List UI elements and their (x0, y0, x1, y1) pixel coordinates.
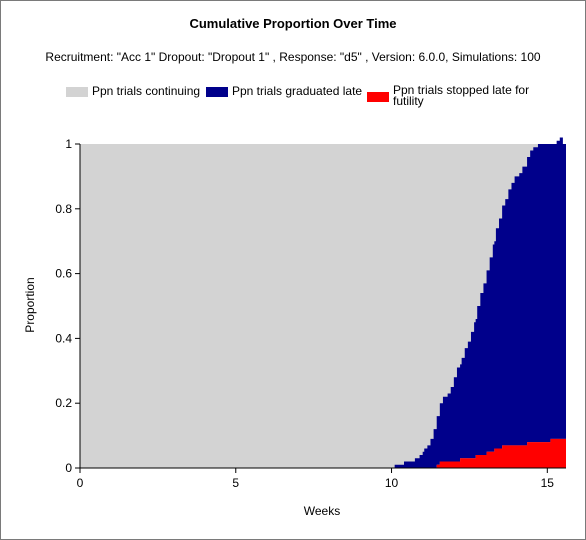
axis-layer: 00.20.40.60.810 5 10 15 (55, 137, 566, 490)
y-tick-label: 0.8 (55, 202, 72, 216)
legend-swatch-graduated (206, 87, 228, 97)
chart-subtitle: Recruitment: "Acc 1" Dropout: "Dropout 1… (45, 50, 541, 64)
y-tick-label: 0.4 (55, 331, 72, 345)
area-futility (80, 438, 566, 468)
x-axis-title: Weeks (304, 504, 340, 518)
y-tick-label: 0.2 (55, 396, 72, 410)
x-tick-label: 10 (385, 476, 399, 490)
x-tick-label: 15 (541, 476, 555, 490)
x-tick-label: 0 (77, 476, 84, 490)
chart-title: Cumulative Proportion Over Time (189, 16, 397, 31)
legend-swatch-continuing (66, 87, 88, 97)
y-axis-title: Proportion (23, 277, 37, 332)
x-tick-label: 5 (232, 476, 239, 490)
legend-swatch-futility (367, 92, 389, 102)
series-layer (80, 137, 566, 468)
y-tick-label: 1 (65, 137, 72, 151)
legend-label-graduated: Ppn trials graduated late (232, 84, 363, 98)
area-graduated (80, 137, 566, 468)
y-tick-label: 0 (65, 461, 72, 475)
legend-label-futility: Ppn trials stopped late for futility (393, 83, 530, 108)
legend-label-continuing: Ppn trials continuing (92, 84, 201, 98)
y-tick-label: 0.6 (55, 267, 72, 281)
